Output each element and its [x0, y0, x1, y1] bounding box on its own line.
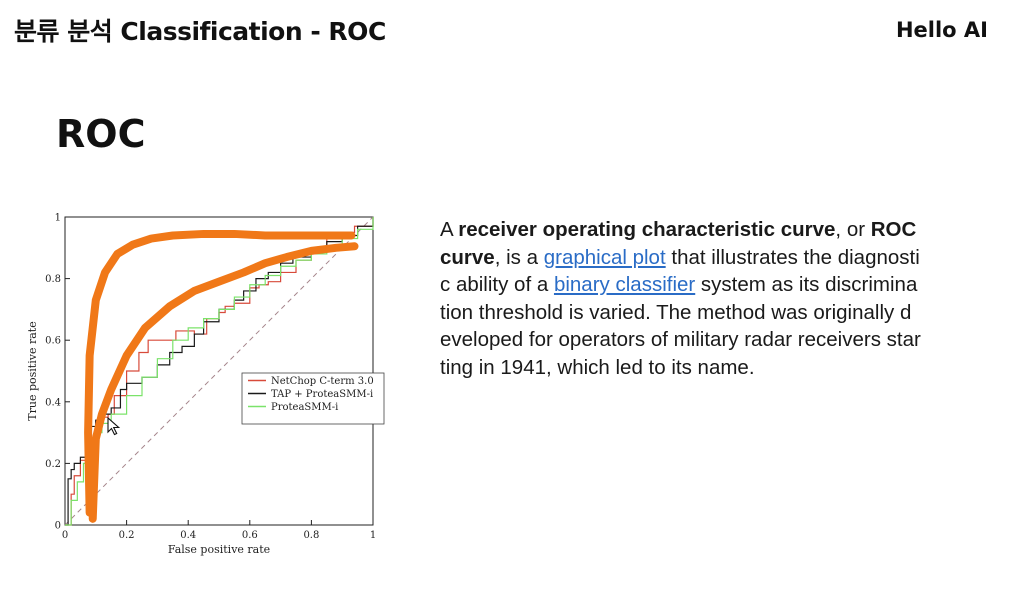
roc-chart: 0 0.2 0.4 0.6 0.8 1 0 0.2 0.4 0.6 0.8 1 False positi… [20, 205, 390, 565]
annotation-stroke [88, 242, 359, 523]
brand-label: Hello AI [895, 18, 988, 42]
y-tick-label: 0.4 [45, 397, 61, 408]
legend-label: TAP + ProteaSMM-i [271, 389, 373, 400]
description-paragraph: A receiver operating characteristic curv… [440, 216, 980, 381]
legend-label: ProteaSMM-i [271, 402, 338, 413]
legend-label: NetChop C-term 3.0 [271, 376, 374, 387]
description-line: A receiver operating characteristic curv… [440, 216, 980, 244]
description-line: c ability of a binary classifier system … [440, 271, 980, 299]
y-tick-label: 1 [55, 213, 61, 224]
description-bold-text: receiver operating characteristic curve [458, 218, 836, 241]
annotation-stroke [84, 229, 356, 517]
mouse-cursor-icon [107, 416, 121, 436]
description-line: tion threshold is varied. The method was… [440, 299, 980, 327]
slide-title: ROC [56, 112, 146, 156]
description-line: curve, is a graphical plot that illustra… [440, 244, 980, 272]
y-tick-label: 0.6 [45, 336, 61, 347]
random-diagonal-line [64, 216, 374, 526]
y-axis-label: True positive rate [26, 321, 39, 420]
x-tick-label: 0 [62, 530, 68, 541]
header-title: 분류 분석 Classification - ROC [14, 17, 386, 46]
roc-chart-svg: 0 0.2 0.4 0.6 0.8 1 0 0.2 0.4 0.6 0.8 1 False positi… [26, 213, 385, 556]
y-tick-label: 0 [55, 521, 61, 532]
description-text: , is a [494, 245, 544, 269]
description-line: ting in 1941, which led to its name. [440, 354, 980, 382]
x-tick-label: 0.2 [119, 530, 135, 541]
description-text: that illustrates the diagnosti [665, 245, 920, 269]
y-tick-label: 0.2 [45, 459, 61, 470]
description-bold-text: curve [440, 245, 495, 269]
description-text: c ability of a [440, 273, 554, 296]
description-link[interactable]: binary classifier [553, 273, 696, 296]
chart-legend [241, 372, 385, 425]
description-bold-text: ROC [870, 218, 917, 241]
description-text: eveloped for operators of military radar… [440, 328, 921, 351]
description-text: tion threshold is varied. The method was… [440, 300, 912, 324]
description-link[interactable]: graphical plot [543, 245, 666, 269]
description-text: system as its discrimina [695, 273, 918, 296]
y-tick-label: 0.8 [45, 274, 61, 285]
x-axis-label: False positive rate [168, 543, 270, 556]
x-tick-label: 0.6 [242, 530, 258, 541]
description-text: , or [835, 218, 871, 241]
description-text: A [440, 218, 459, 241]
x-tick-label: 0.4 [180, 530, 196, 541]
description-text: ting in 1941, which led to its name. [440, 355, 755, 379]
description-line: eveloped for operators of military radar… [440, 326, 980, 354]
x-tick-label: 0.8 [303, 530, 319, 541]
x-tick-label: 1 [370, 530, 376, 541]
